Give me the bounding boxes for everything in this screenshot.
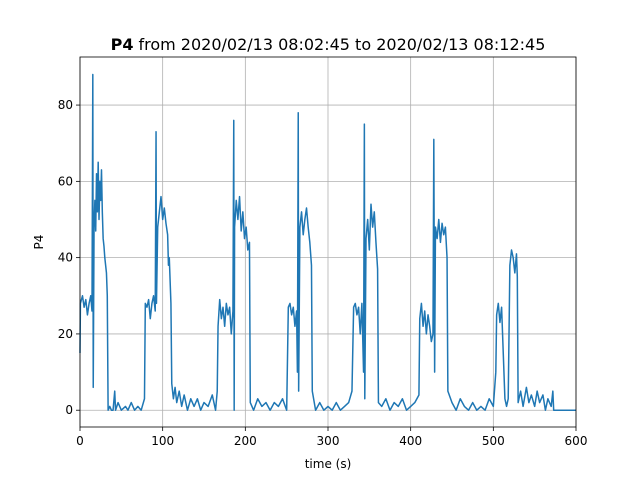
x-tick-label: 600: [565, 434, 588, 448]
x-tick-label: 200: [234, 434, 257, 448]
chart-title: P4 from 2020/02/13 08:02:45 to 2020/02/13…: [111, 35, 546, 54]
y-tick-label: 60: [58, 174, 73, 188]
title-bold: P4: [111, 35, 134, 54]
x-tick-label: 500: [482, 434, 505, 448]
y-tick-label: 80: [58, 98, 73, 112]
x-tick-label: 0: [76, 434, 84, 448]
x-tick-label: 400: [399, 434, 422, 448]
y-tick-label: 0: [65, 403, 73, 417]
title-rest: from 2020/02/13 08:02:45 to 2020/02/13 0…: [138, 35, 545, 54]
y-tick-label: 20: [58, 327, 73, 341]
y-axis-label: P4: [32, 235, 46, 250]
x-axis-label: time (s): [305, 457, 352, 471]
x-tick-label: 100: [151, 434, 174, 448]
y-tick-label: 40: [58, 251, 73, 265]
data-line: [79, 73, 576, 411]
plot-frame: [79, 56, 577, 428]
x-tick-label: 300: [317, 434, 340, 448]
